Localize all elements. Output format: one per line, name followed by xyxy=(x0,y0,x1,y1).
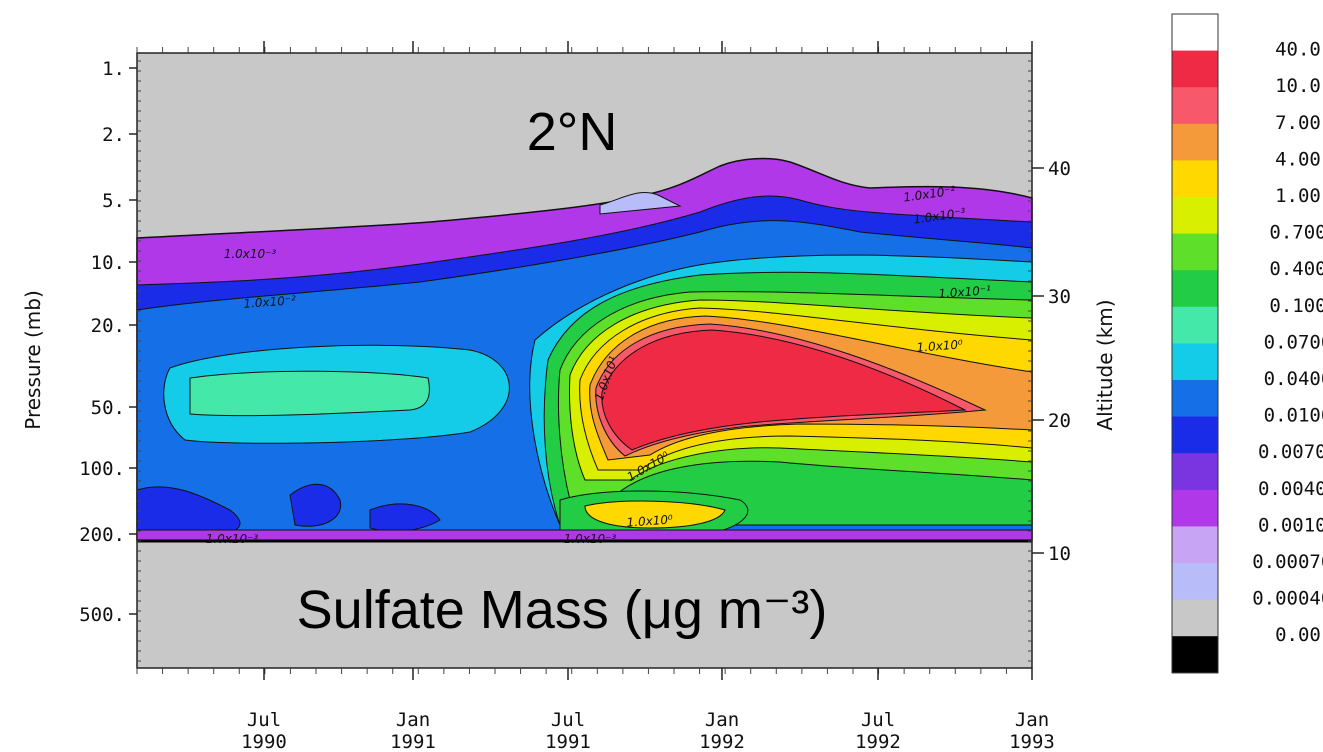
chart-title: 2°N xyxy=(527,102,618,162)
y2-tick-label: 40 xyxy=(1048,158,1071,180)
legend-swatch xyxy=(1172,306,1218,344)
contour-labels: 1.0x10⁻³1.0x10⁻²1.0x10⁻²1.0x10⁻³1.0x10⁻¹… xyxy=(206,183,992,546)
legend-swatch xyxy=(1172,453,1218,491)
legend-label: 40.0 xyxy=(1275,39,1321,61)
legend-swatch xyxy=(1172,636,1218,674)
x-tick-month: Jan xyxy=(705,709,739,731)
legend-swatch xyxy=(1172,50,1218,88)
legend-swatch xyxy=(1172,489,1218,527)
x-tick-month: Jul xyxy=(247,709,281,731)
legend-label: 0.700 xyxy=(1269,222,1323,244)
y2-tick-label: 10 xyxy=(1048,543,1071,565)
legend-swatch xyxy=(1172,563,1218,601)
contour-label: 1.0x10⁻³ xyxy=(224,247,277,261)
legend-swatch xyxy=(1172,416,1218,454)
field-red xyxy=(601,329,967,451)
legend-label: 1.00 xyxy=(1275,185,1321,207)
legend-swatch xyxy=(1172,233,1218,271)
legend-swatch xyxy=(1172,270,1218,308)
y-tick-label: 20. xyxy=(91,315,125,337)
y-tick-label: 500. xyxy=(79,604,125,626)
x-tick-month: Jul xyxy=(861,709,895,731)
x-tick-year: 1991 xyxy=(545,731,591,752)
chart-subtitle: Sulfate Mass (μg m⁻³) xyxy=(297,580,828,640)
legend-label: 7.00 xyxy=(1275,112,1321,134)
legend-swatch xyxy=(1172,343,1218,381)
legend-swatch xyxy=(1172,160,1218,198)
legend-label: 0.00 xyxy=(1275,624,1321,646)
legend-swatch xyxy=(1172,123,1218,161)
legend-swatch xyxy=(1172,380,1218,418)
field-lavender xyxy=(599,192,682,215)
x-tick-month: Jan xyxy=(1015,709,1049,731)
field-yellow-low xyxy=(584,500,726,529)
x-tick-month: Jul xyxy=(551,709,585,731)
color-legend: 40.0 10.0 7.00 4.00 1.00 0.700 0.400 0.100 0.070… xyxy=(1171,13,1323,674)
y-tick-label: 1. xyxy=(102,58,125,80)
x-tick-year: 1990 xyxy=(241,731,287,752)
contour-fields xyxy=(136,157,1033,543)
legend-swatch xyxy=(1172,197,1218,235)
legend-swatch xyxy=(1172,599,1218,637)
contour-label: 1.0x10⁰ xyxy=(916,337,963,354)
y-tick-label: 2. xyxy=(102,124,125,146)
legend-label: 0.100 xyxy=(1269,295,1323,317)
contour-label: 1.0x10⁻³ xyxy=(206,532,259,546)
y-axis-title: Pressure (mb) xyxy=(21,290,45,430)
y2-tick-label: 20 xyxy=(1048,410,1071,432)
y-tick-label: 10. xyxy=(91,252,125,274)
y2-tick-label: 30 xyxy=(1048,286,1071,308)
x-tick-year: 1991 xyxy=(390,731,436,752)
legend-label: 0.000700 xyxy=(1252,551,1323,573)
legend-swatch xyxy=(1172,14,1218,52)
y-tick-label: 5. xyxy=(102,190,125,212)
contour-label: 1.0x10⁻¹ xyxy=(938,283,992,301)
legend-frame xyxy=(1171,13,1219,674)
contour-label: 1.0x10⁻² xyxy=(243,293,297,311)
y-tick-label: 200. xyxy=(79,524,125,546)
legend-label: 0.400 xyxy=(1269,258,1323,280)
x-tick-year: 1993 xyxy=(1009,731,1055,752)
y-tick-label: 100. xyxy=(79,458,125,480)
legend-label: 10.0 xyxy=(1275,75,1321,97)
field-darkblue-low-2 xyxy=(289,483,342,527)
y2-axis-title: Altitude (km) xyxy=(1093,299,1117,430)
legend-swatch xyxy=(1172,87,1218,125)
axis-ticks: 1.2.5.10.20.50.100.200.500.40302010Jul19… xyxy=(79,41,1071,752)
y-tick-label: 50. xyxy=(91,397,125,419)
x-tick-year: 1992 xyxy=(855,731,901,752)
contour-label: 1.0x10⁻³ xyxy=(564,532,617,546)
contour-label: 1.0x10⁰ xyxy=(626,512,673,529)
legend-swatch xyxy=(1172,526,1218,564)
x-tick-year: 1992 xyxy=(699,731,745,752)
field-aqua-left xyxy=(189,370,430,417)
x-tick-month: Jan xyxy=(396,709,430,731)
legend-label: 4.00 xyxy=(1275,148,1321,170)
legend-label: 0.000400 xyxy=(1252,588,1323,610)
